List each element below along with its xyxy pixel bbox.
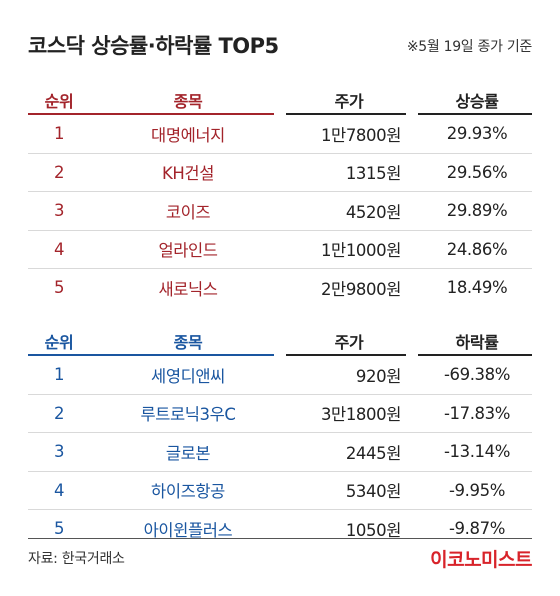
rank-cell: 2 [53,162,65,182]
losers-header: 순위 종목 주가 하락률 [28,325,532,356]
header-rank: 순위 [44,332,74,352]
basis-note: ※5월 19일 종가 기준 [406,39,532,55]
header-name: 종목 [173,91,203,111]
gainers-table: 순위 종목 주가 상승률 1 대명에너지 1만7800원 29.93% 2 KH… [28,84,532,307]
stock-name-cell: 아이윈플러스 [143,520,233,540]
table-row: 2 루트로닉3우C 3만1800원 -17.83% [28,395,532,433]
rank-cell: 4 [53,480,65,500]
header-divider [28,354,274,356]
stock-name-cell: 새로닉스 [158,279,218,299]
header-divider [28,113,274,115]
price-cell: 2만9800원 [320,279,401,299]
gainers-header: 순위 종목 주가 상승률 [28,84,532,115]
rate-cell: 29.93% [446,124,508,144]
rank-cell: 5 [53,519,65,539]
stock-name-cell: 코이즈 [165,202,211,222]
header-divider [286,354,406,356]
rate-cell: 24.86% [446,239,508,259]
price-cell: 1만1000원 [320,241,401,261]
price-cell: 1050원 [345,520,402,540]
header-divider [418,113,532,115]
table-row: 4 하이즈항공 5340원 -9.95% [28,472,532,510]
stock-name-cell: 하이즈항공 [151,482,225,502]
header-price: 주가 [334,332,364,352]
price-cell: 2445원 [345,443,402,463]
rate-cell: 18.49% [446,278,508,298]
header-price: 주가 [334,91,364,111]
table-row: 3 코이즈 4520원 29.89% [28,192,532,231]
stock-name-cell: KH건설 [162,164,214,184]
rank-cell: 5 [53,278,65,298]
stock-name-cell: 세영디앤씨 [151,366,225,386]
price-cell: 3만1800원 [320,405,401,425]
header-rate: 상승률 [455,91,499,111]
header-divider [286,113,406,115]
table-row: 1 대명에너지 1만7800원 29.93% [28,115,532,154]
stock-name-cell: 루트로닉3우C [140,405,236,425]
losers-table: 순위 종목 주가 하락률 1 세영디앤씨 920원 -69.38% 2 루트로닉… [28,325,532,548]
header-rate: 하락률 [455,332,499,352]
rank-cell: 3 [53,201,65,221]
source-note: 자료: 한국거래소 [28,551,125,567]
rate-cell: -13.14% [443,442,511,462]
table-row: 4 얼라인드 1만1000원 24.86% [28,231,532,269]
price-cell: 1315원 [345,164,402,184]
table-row: 1 세영디앤씨 920원 -69.38% [28,356,532,395]
footer-divider [28,538,532,539]
table-row: 5 아이윈플러스 1050원 -9.87% [28,510,532,548]
stock-name-cell: 글로본 [165,443,211,463]
stock-name-cell: 대명에너지 [151,125,225,145]
publisher-logo: 이코노미스트 [430,549,532,571]
price-cell: 920원 [355,366,401,386]
rate-cell: -69.38% [443,365,511,385]
header-rank: 순위 [44,91,74,111]
table-row: 3 글로본 2445원 -13.14% [28,433,532,472]
price-cell: 5340원 [345,482,402,502]
rate-cell: 29.56% [446,162,508,182]
stock-name-cell: 얼라인드 [158,241,218,261]
rate-cell: -17.83% [443,403,511,423]
rank-cell: 4 [53,239,65,259]
price-cell: 1만7800원 [320,125,401,145]
rank-cell: 2 [53,403,65,423]
price-cell: 4520원 [345,202,402,222]
rank-cell: 1 [53,124,65,144]
header-divider [418,354,532,356]
page-title: 코스닥 상승률·하락률 TOP5 [28,34,279,58]
rate-cell: 29.89% [446,201,508,221]
table-row: 2 KH건설 1315원 29.56% [28,154,532,192]
rank-cell: 1 [53,365,65,385]
table-row: 5 새로닉스 2만9800원 18.49% [28,269,532,307]
header-name: 종목 [173,332,203,352]
rate-cell: -9.87% [449,519,505,539]
rank-cell: 3 [53,442,65,462]
rate-cell: -9.95% [449,480,505,500]
